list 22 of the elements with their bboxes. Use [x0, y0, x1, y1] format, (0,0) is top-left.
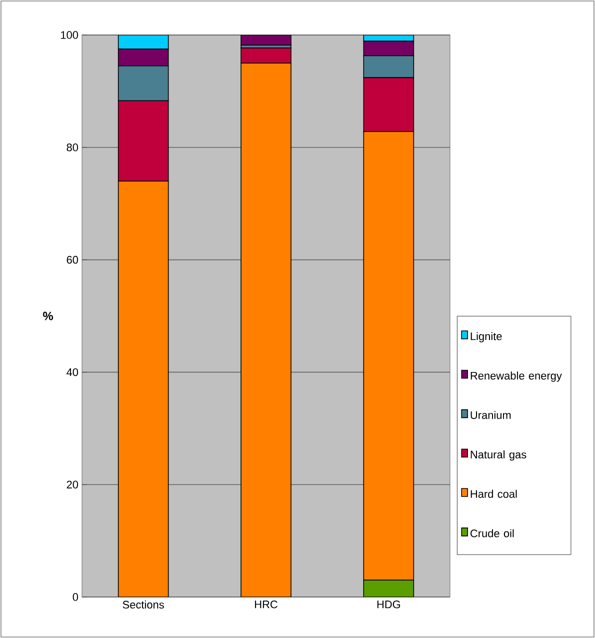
- x-tick-label: Sections: [122, 600, 164, 609]
- legend-label: Uranium: [470, 410, 511, 420]
- legend-label: Lignite: [470, 332, 502, 342]
- bar: [118, 180, 169, 597]
- bar: [240, 62, 292, 597]
- legend-label: Crude oil: [470, 529, 514, 538]
- legend-label: Renewable energy: [470, 372, 562, 382]
- legend-label: Natural gas: [470, 450, 526, 461]
- legend-label: Hard coal: [470, 490, 517, 498]
- y-tick-label: 80: [66, 144, 78, 152]
- bar: [118, 48, 169, 66]
- y-tick-label: 40: [66, 368, 78, 376]
- y-tick-label: 20: [66, 480, 78, 488]
- x-tick-label: HDG: [377, 600, 400, 608]
- bar: [118, 34, 169, 50]
- y-tick-label: 100: [61, 31, 78, 39]
- bar: [363, 40, 414, 56]
- x-tick-label: HRC: [255, 600, 278, 608]
- y-axis-title: %: [43, 312, 54, 320]
- y-tick-label: 60: [66, 256, 78, 264]
- y-tick-label: 0: [72, 593, 78, 601]
- bar: [363, 131, 414, 581]
